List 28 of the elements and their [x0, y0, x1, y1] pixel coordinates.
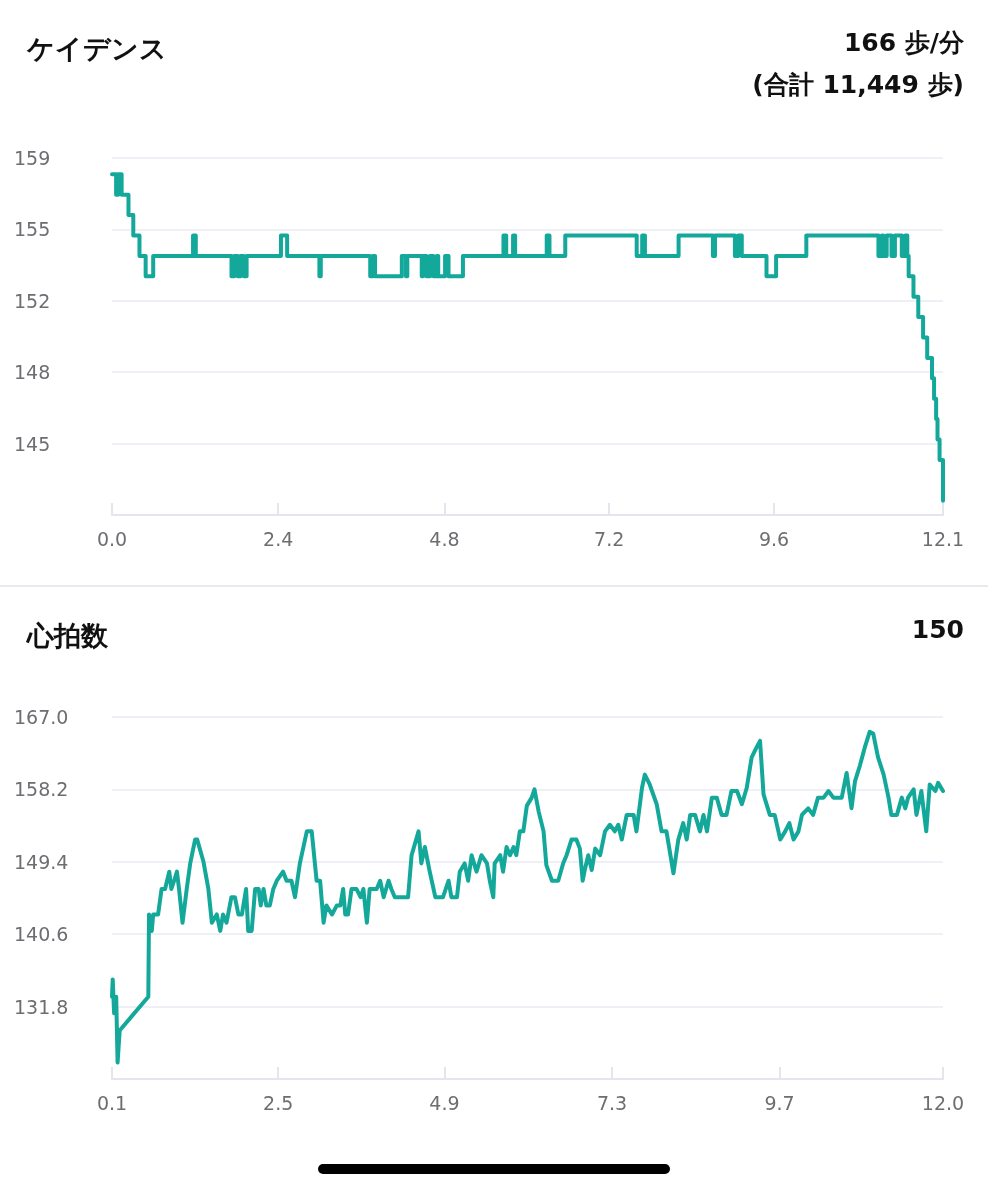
y-tick-label: 149.4	[14, 850, 69, 873]
x-tick-label: 12.0	[921, 1091, 965, 1114]
y-tick-label: 140.6	[14, 923, 69, 946]
line-series	[110, 729, 945, 1065]
text: 166 歩/分	[843, 28, 965, 57]
chart-title: ケイデンス	[26, 33, 167, 64]
text: (合計 11,449 歩)	[752, 70, 964, 99]
x-tick-label: 9.7	[764, 1091, 795, 1114]
y-tick-label: 131.8	[14, 995, 69, 1018]
x-tick-label: 7.2	[594, 527, 625, 550]
x-tick-label: 2.4	[263, 527, 294, 550]
y-tick-label: 145	[14, 432, 51, 455]
x-tick-label: 9.6	[758, 527, 790, 550]
x-tick-label: 4.8	[429, 527, 460, 550]
chart-title: 心拍数	[25, 620, 109, 651]
y-tick-label: 167.0	[14, 706, 69, 728]
text: 150	[911, 615, 964, 644]
y-tick-label: 148	[14, 361, 51, 384]
y-tick-label: 155	[14, 218, 51, 241]
y-tick-label: 159	[14, 147, 51, 169]
x-tick-label: 2.5	[263, 1091, 294, 1114]
x-tick-label: 12.1	[921, 527, 965, 550]
x-tick-label: 0.1	[96, 1091, 128, 1114]
x-tick-label: 7.3	[596, 1091, 628, 1114]
x-tick-label: 4.9	[429, 1091, 460, 1114]
x-tick-label: 0.0	[96, 527, 128, 550]
y-tick-label: 152	[14, 289, 51, 312]
y-tick-label: 158.2	[14, 778, 69, 801]
